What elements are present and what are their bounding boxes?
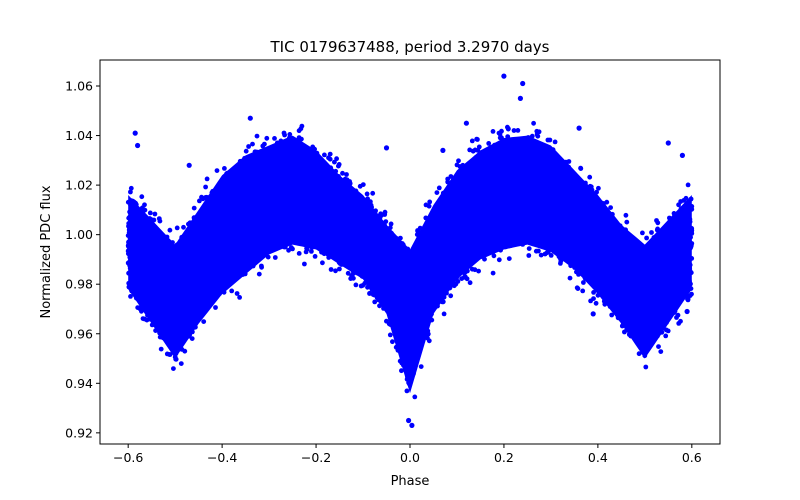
data-point (418, 364, 424, 369)
data-point (387, 332, 393, 338)
data-point (246, 144, 252, 149)
data-point (515, 127, 521, 133)
data-point (320, 260, 325, 266)
data-point (327, 151, 333, 157)
data-point (506, 256, 512, 261)
data-point (467, 280, 473, 286)
data-point (604, 199, 610, 205)
data-point (158, 346, 164, 352)
data-point (328, 267, 334, 272)
data-point (201, 319, 207, 324)
data-point (340, 170, 345, 176)
data-point (491, 253, 497, 259)
data-point (345, 270, 351, 276)
data-point (204, 176, 210, 182)
data-point (643, 364, 649, 370)
data-point (448, 293, 454, 299)
data-point (128, 185, 134, 191)
data-point (332, 159, 337, 165)
data-point (309, 249, 314, 254)
data-point (624, 219, 630, 225)
data-point (353, 282, 359, 288)
data-point (250, 141, 255, 147)
data-point (191, 205, 197, 211)
data-point (256, 271, 262, 277)
data-point (167, 227, 173, 233)
data-point (370, 190, 376, 196)
data-point (152, 211, 158, 217)
data-point (287, 132, 293, 137)
data-points (125, 73, 695, 428)
data-point (142, 202, 147, 208)
data-point (623, 212, 629, 218)
data-point (566, 159, 572, 164)
data-point (234, 291, 240, 296)
data-point (511, 128, 517, 133)
data-point (496, 257, 502, 263)
data-point (171, 366, 176, 371)
data-point (475, 137, 480, 142)
data-point (322, 152, 327, 158)
data-point (128, 294, 133, 299)
data-point (535, 133, 541, 139)
data-point (567, 275, 573, 281)
data-point (591, 290, 596, 295)
data-point (663, 333, 669, 339)
data-point (656, 344, 661, 349)
data-point (213, 305, 218, 310)
data-point (127, 189, 133, 195)
data-point (334, 156, 339, 162)
data-point (388, 221, 394, 227)
data-point (286, 247, 291, 253)
data-point (203, 184, 209, 190)
data-point (243, 148, 249, 154)
data-point (147, 210, 153, 216)
data-point (436, 185, 442, 191)
data-point (296, 128, 302, 134)
data-point (644, 235, 649, 241)
data-point (531, 120, 536, 126)
data-point (434, 190, 440, 196)
data-point (469, 138, 475, 144)
data-point (222, 166, 227, 171)
data-point (486, 141, 492, 146)
data-point (360, 283, 366, 288)
data-point (658, 349, 664, 354)
data-point (404, 388, 410, 394)
data-point (593, 300, 599, 306)
data-point (299, 123, 305, 129)
data-point (538, 252, 544, 258)
data-point (348, 276, 354, 281)
data-point (157, 218, 163, 224)
data-point (337, 266, 342, 272)
data-point (476, 268, 481, 274)
